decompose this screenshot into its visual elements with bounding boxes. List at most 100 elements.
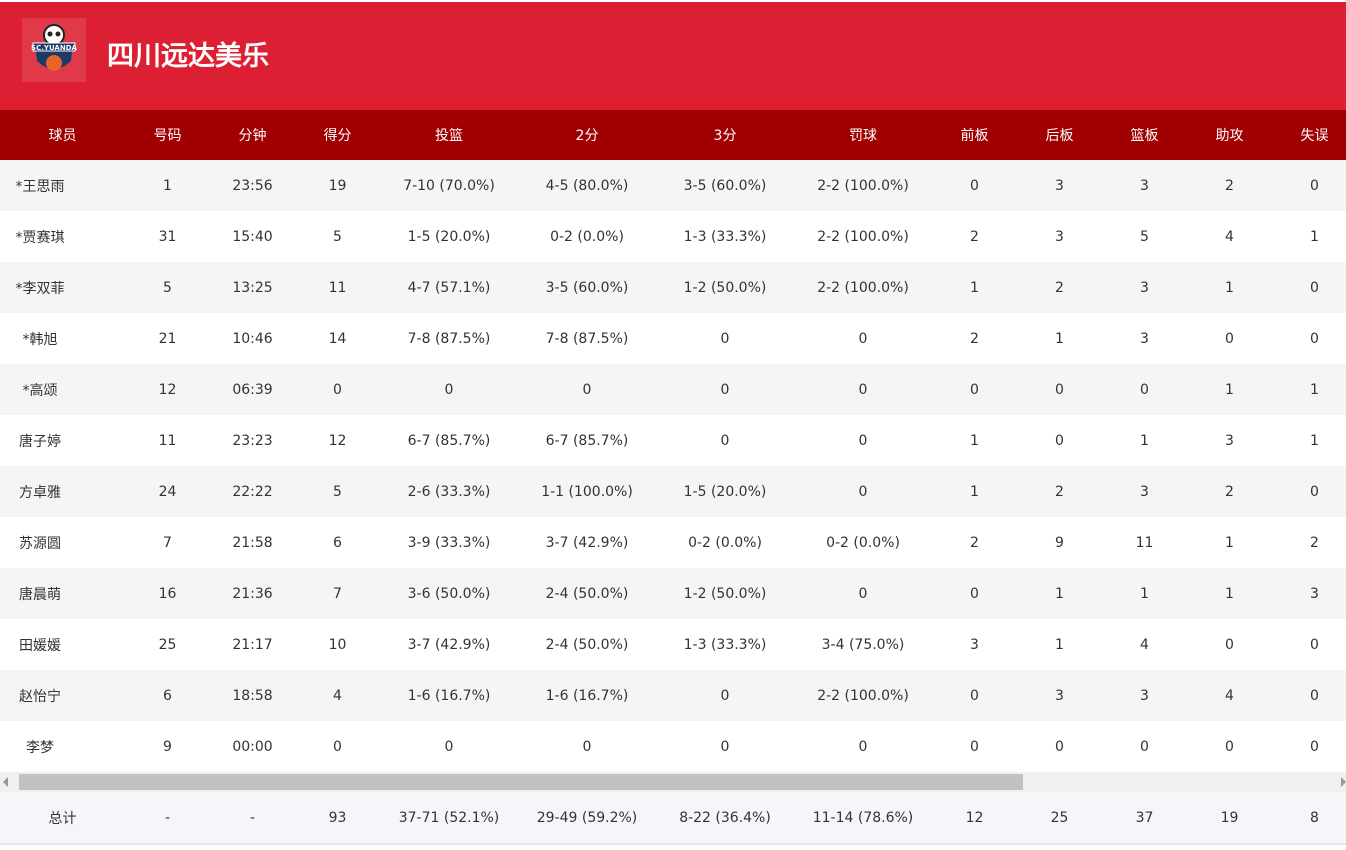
cell-reb: 3 xyxy=(1140,483,1149,500)
cell-dreb: 0 xyxy=(1055,432,1064,449)
player-name: 苏源圆 xyxy=(19,535,61,552)
cell-player: 唐子婷 xyxy=(0,431,125,451)
cell-minutes: 15:40 xyxy=(232,228,273,245)
table-header-row[interactable]: 球员 号码 分钟 得分 投篮 2分 3分 罚球 前板 后板 篮板 助攻 失误 xyxy=(0,110,1346,160)
total-points: 93 xyxy=(328,809,347,826)
cell-tov: 1 xyxy=(1310,228,1319,245)
cell-ft: 0 xyxy=(858,585,868,602)
cell-player: 苏源圆 xyxy=(0,533,125,553)
cell-fg: 1-6 (16.7%) xyxy=(407,687,491,704)
column-header-tov: 失误 xyxy=(1300,128,1329,144)
player-name: 赵怡宁 xyxy=(19,688,61,705)
cell-three-pt: 1-5 (20.0%) xyxy=(683,483,767,500)
cell-minutes: 22:22 xyxy=(232,483,273,500)
cell-ft: 2-2 (100.0%) xyxy=(817,687,909,704)
cell-points: 6 xyxy=(333,534,342,551)
cell-points: 5 xyxy=(333,228,342,245)
cell-number: 9 xyxy=(163,738,172,755)
cell-player: *王思雨 xyxy=(0,176,125,196)
player-name: *韩旭 xyxy=(22,331,58,348)
cell-ast: 1 xyxy=(1225,381,1234,398)
scroll-right-arrow-icon[interactable] xyxy=(1341,777,1346,787)
cell-minutes: 23:56 xyxy=(232,177,273,194)
cell-two-pt: 1-1 (100.0%) xyxy=(541,483,633,500)
cell-fg: 0 xyxy=(444,381,454,398)
cell-points: 12 xyxy=(328,432,347,449)
cell-oreb: 0 xyxy=(970,177,979,194)
cell-number: 25 xyxy=(158,636,177,653)
cell-ft: 3-4 (75.0%) xyxy=(821,636,905,653)
cell-ast: 2 xyxy=(1225,177,1234,194)
horizontal-scrollbar[interactable] xyxy=(0,772,1346,792)
cell-oreb: 0 xyxy=(970,687,979,704)
cell-minutes: 10:46 xyxy=(232,330,273,347)
cell-fg: 1-5 (20.0%) xyxy=(407,228,491,245)
panda-basketball-logo-icon: SC.YUANDA xyxy=(31,24,78,71)
cell-ft: 2-2 (100.0%) xyxy=(817,279,909,296)
cell-minutes: 06:39 xyxy=(232,381,273,398)
scroll-left-arrow-icon[interactable] xyxy=(3,777,8,787)
cell-points: 0 xyxy=(333,381,342,398)
cell-reb: 3 xyxy=(1140,687,1149,704)
cell-oreb: 0 xyxy=(970,381,979,398)
cell-ft: 0 xyxy=(858,330,868,347)
table-row: 方卓雅 24 22:22 5 2-6 (33.3%) 1-1 (100.0%) 1-5 (2… xyxy=(0,466,1346,517)
total-oreb: 12 xyxy=(965,809,984,826)
cell-ast: 0 xyxy=(1225,636,1234,653)
table-row: 苏源圆 7 21:58 6 3-9 (33.3%) 3-7 (42.9%) 0-2 (0.0… xyxy=(0,517,1346,568)
cell-ft: 0 xyxy=(858,483,868,500)
cell-player: 唐晨萌 xyxy=(0,584,125,604)
cell-dreb: 1 xyxy=(1055,585,1064,602)
table-row: *李双菲 5 13:25 11 4-7 (57.1%) 3-5 (60.0%) 1-2 (5… xyxy=(0,262,1346,313)
cell-fg: 7-8 (87.5%) xyxy=(407,330,491,347)
table-row: 唐晨萌 16 21:36 7 3-6 (50.0%) 2-4 (50.0%) 1-2 (50… xyxy=(0,568,1346,619)
cell-two-pt: 7-8 (87.5%) xyxy=(545,330,629,347)
cell-fg: 4-7 (57.1%) xyxy=(407,279,491,296)
cell-three-pt: 1-2 (50.0%) xyxy=(683,279,767,296)
cell-ft: 0 xyxy=(858,381,868,398)
cell-ast: 2 xyxy=(1225,483,1234,500)
cell-oreb: 2 xyxy=(970,330,979,347)
cell-two-pt: 0 xyxy=(582,381,592,398)
totals-table: 总计 - - 93 37-71 (52.1%) 29-49 (59.2%) 8-22 (36… xyxy=(0,792,1346,845)
cell-dreb: 3 xyxy=(1055,228,1064,245)
cell-number: 21 xyxy=(158,330,177,347)
column-header-reb: 篮板 xyxy=(1130,128,1159,144)
cell-points: 0 xyxy=(333,738,342,755)
cell-player: *韩旭 xyxy=(0,329,125,349)
total-three-pt: 8-22 (36.4%) xyxy=(679,809,771,826)
total-fg: 37-71 (52.1%) xyxy=(398,809,500,826)
total-ast: 19 xyxy=(1220,809,1239,826)
player-name: 唐子婷 xyxy=(19,433,61,450)
cell-number: 31 xyxy=(158,228,177,245)
total-ft: 11-14 (78.6%) xyxy=(812,809,914,826)
column-header-fg: 投篮 xyxy=(435,128,463,144)
column-header-two-pt: 2分 xyxy=(575,128,599,144)
cell-points: 11 xyxy=(328,279,347,296)
stats-table-container: 球员 号码 分钟 得分 投篮 2分 3分 罚球 前板 后板 篮板 助攻 失误 *王思雨 1 23:56 19 7-… xyxy=(0,110,1346,772)
cell-number: 24 xyxy=(158,483,177,500)
cell-minutes: 21:17 xyxy=(232,636,273,653)
total-number: - xyxy=(164,809,171,826)
cell-fg: 2-6 (33.3%) xyxy=(407,483,491,500)
cell-tov: 1 xyxy=(1310,432,1319,449)
scrollbar-thumb[interactable] xyxy=(19,774,1023,790)
cell-reb: 0 xyxy=(1140,381,1149,398)
column-header-ft: 罚球 xyxy=(849,128,877,144)
cell-reb: 1 xyxy=(1140,585,1149,602)
column-header-points: 得分 xyxy=(323,128,352,144)
box-score-table: 球员 号码 分钟 得分 投篮 2分 3分 罚球 前板 后板 篮板 助攻 失误 *王思雨 1 23:56 19 7-… xyxy=(0,110,1346,772)
cell-two-pt: 4-5 (80.0%) xyxy=(545,177,629,194)
player-name: 李梦 xyxy=(26,739,54,756)
table-row: *王思雨 1 23:56 19 7-10 (70.0%) 4-5 (80.0%) 3-5 (… xyxy=(0,160,1346,211)
cell-tov: 0 xyxy=(1310,279,1319,296)
cell-ast: 4 xyxy=(1225,687,1234,704)
cell-oreb: 0 xyxy=(970,585,979,602)
cell-minutes: 00:00 xyxy=(232,738,273,755)
table-row: *贾赛琪 31 15:40 5 1-5 (20.0%) 0-2 (0.0%) 1-3 (33… xyxy=(0,211,1346,262)
player-name: 田媛媛 xyxy=(19,637,61,654)
cell-fg: 3-9 (33.3%) xyxy=(407,534,491,551)
table-row: *韩旭 21 10:46 14 7-8 (87.5%) 7-8 (87.5%) 0 0 2 1 3 0… xyxy=(0,313,1346,364)
cell-reb: 3 xyxy=(1140,177,1149,194)
table-row: 唐子婷 11 23:23 12 6-7 (85.7%) 6-7 (85.7%) 0 0 1 0 1 3… xyxy=(0,415,1346,466)
